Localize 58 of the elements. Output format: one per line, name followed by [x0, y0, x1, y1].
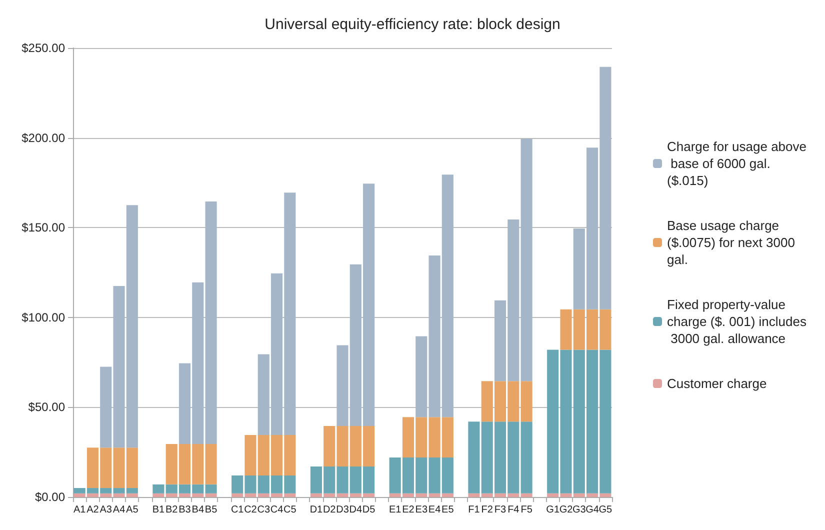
x-tick-label: G5: [598, 504, 613, 516]
bar: [520, 138, 532, 382]
x-tick-label: F1: [468, 504, 480, 516]
y-tick-label: $250.00: [22, 41, 66, 55]
x-tick-label: B2: [165, 504, 178, 516]
x-tick-label: D4: [349, 504, 362, 516]
bar: [520, 381, 532, 422]
bar: [468, 493, 480, 497]
x-tick-label: B5: [204, 504, 218, 516]
x-tick-label: F5: [520, 504, 533, 516]
x-tick-label: D5: [362, 504, 376, 516]
bar: [152, 484, 164, 494]
x-tick-label: C2: [244, 504, 258, 516]
bar: [468, 422, 480, 494]
x-tick-label: G2: [559, 504, 574, 516]
bar: [520, 493, 532, 497]
bar: [205, 444, 217, 484]
x-tick-label: D1: [310, 504, 324, 516]
x-tick-label: A2: [86, 504, 100, 516]
chart-title: Universal equity-efficiency rate: block design: [264, 16, 560, 33]
x-tick-label: C5: [284, 504, 297, 516]
x-tick-label: E4: [428, 504, 442, 516]
x-tick-label: G4: [586, 504, 600, 516]
y-tick-label: $150.00: [22, 220, 66, 235]
bar: [205, 484, 217, 494]
x-tick-label: B1: [152, 504, 166, 516]
x-tick-label: D3: [336, 504, 350, 516]
x-tick-label: A4: [112, 504, 126, 516]
legend-label: Charge for usage above base of 6000 gal. ($.015): [667, 139, 806, 188]
x-tick-label: E5: [442, 504, 454, 516]
x-tick-label: D2: [322, 504, 336, 516]
x-tick-label: F2: [481, 504, 494, 516]
x-tick-label: A1: [73, 504, 86, 516]
y-tick-label: $0.00: [34, 490, 66, 504]
x-tick-label: C1: [230, 504, 244, 516]
bar: [205, 493, 217, 497]
bar: [152, 493, 164, 497]
y-tick-label: $50.00: [28, 400, 66, 414]
x-tick-label: E3: [415, 504, 428, 516]
x-tick-label: A3: [100, 504, 112, 516]
x-tick-label: G1: [546, 504, 560, 516]
x-tick-label: B3: [178, 504, 192, 516]
y-tick-label: $200.00: [22, 130, 66, 145]
x-tick-label: G3: [572, 504, 586, 516]
x-tick-label: E1: [388, 504, 402, 516]
x-tick-label: F4: [508, 504, 520, 516]
x-tick-label: C3: [257, 504, 270, 516]
x-tick-label: C4: [270, 504, 284, 516]
legend-label: Fixed property-value charge ($. 001) includes 3000 gal. allowance: [667, 297, 807, 346]
x-tick-label: E2: [402, 504, 415, 516]
bar: [205, 202, 217, 444]
x-tick-label: B4: [192, 504, 204, 516]
x-tick-label: F3: [494, 504, 507, 516]
y-tick-label: $100.00: [22, 310, 66, 324]
bar: [520, 422, 532, 494]
legend-label: Customer charge: [667, 376, 767, 391]
legend-label: Base usage charge ($.0075) for next 3000 gal.: [667, 218, 799, 267]
x-tick-label: A5: [126, 504, 139, 516]
